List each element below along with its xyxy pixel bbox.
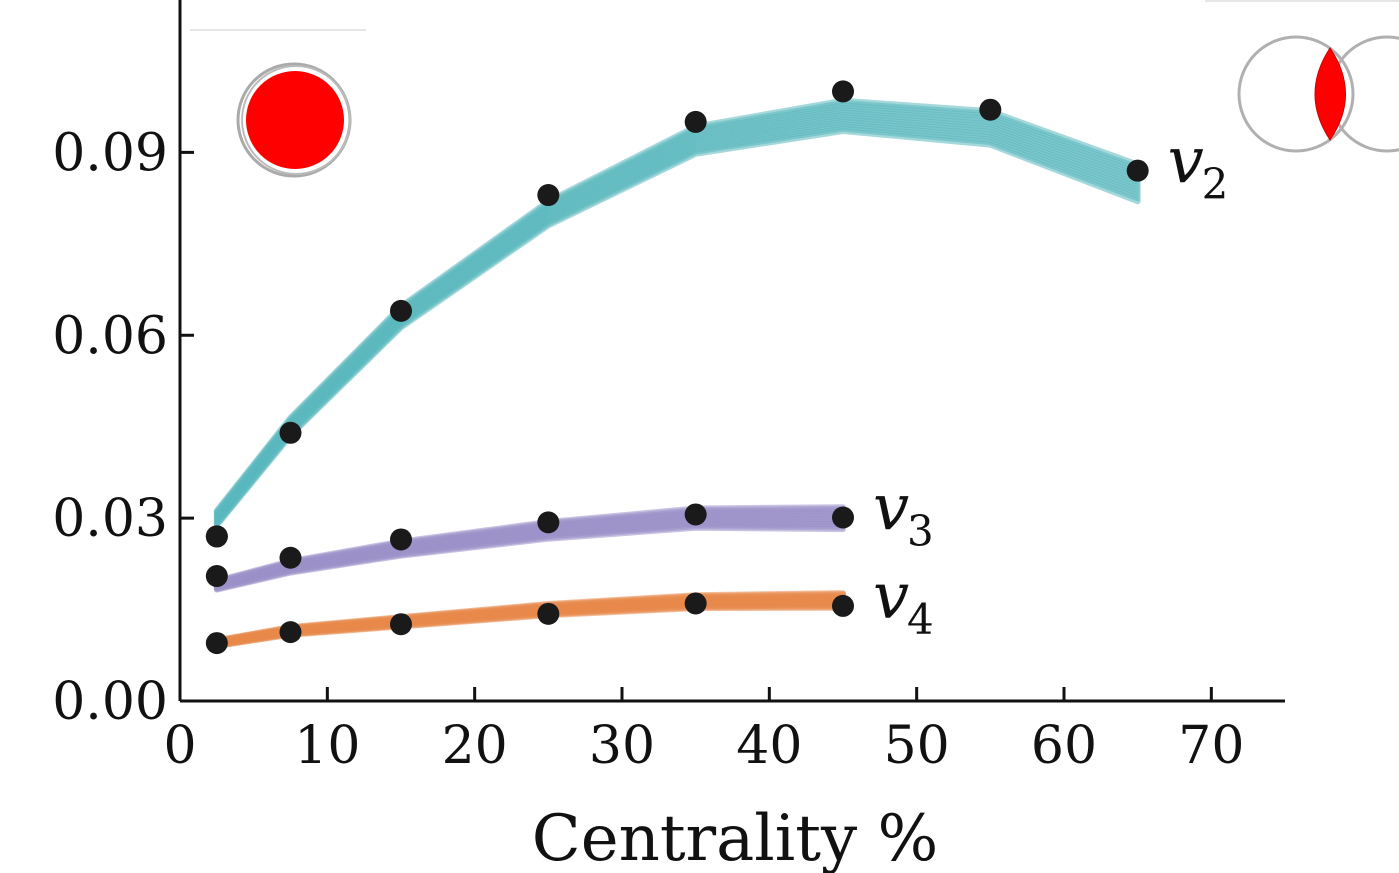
model-curve [213, 128, 1141, 529]
model-curve [213, 107, 1141, 519]
y-tick-label: 0.06 [52, 306, 168, 366]
model-curve [213, 504, 846, 584]
data-point [390, 299, 412, 322]
series-label-v4: v [873, 560, 909, 634]
model-curve [213, 116, 1141, 523]
model-bands [213, 97, 1141, 649]
model-curve [213, 121, 1141, 526]
data-point [390, 613, 412, 636]
x-tick-label: 60 [1031, 716, 1097, 776]
data-point [537, 511, 560, 534]
model-curve [213, 97, 1141, 514]
axes: 0 10 20 30 40 50 60 70 0.00 0.03 0.06 0.09 [52, 0, 1285, 776]
model-curve [213, 123, 1141, 527]
x-tick-label: 70 [1178, 716, 1244, 776]
x-tick-label: 30 [589, 716, 655, 776]
central-collision-inset [190, 29, 366, 178]
data-point [684, 592, 707, 615]
data-point [205, 525, 228, 548]
series-label-subscript: 2 [1202, 160, 1229, 209]
overlap-region [1314, 47, 1346, 141]
data-point [832, 506, 854, 529]
x-tick-label: 40 [736, 716, 802, 776]
data-point [832, 594, 854, 617]
data-point [1126, 159, 1149, 182]
peripheral-collision-inset [1205, 0, 1399, 153]
x-axis-title: Centrality % [532, 802, 939, 873]
nucleus-outline-left [1237, 35, 1355, 153]
y-tick-label: 0.03 [52, 489, 168, 549]
data-point [390, 528, 412, 551]
x-tick-label: 10 [294, 716, 360, 776]
model-curve [213, 102, 1141, 517]
model-band-v2 [213, 97, 1141, 529]
model-band-v4 [213, 590, 846, 649]
data-point [205, 632, 228, 655]
data-point [684, 503, 707, 526]
series-label-v3: v [873, 472, 909, 546]
data-points [205, 80, 1149, 655]
y-tick-label: 0.09 [52, 123, 168, 183]
model-curve [213, 111, 1141, 521]
y-tick-label: 0.00 [52, 672, 168, 732]
data-point [279, 621, 302, 644]
data-point [279, 546, 302, 569]
x-tick-label: 20 [442, 716, 508, 776]
data-point [684, 110, 707, 133]
data-point [979, 98, 1002, 121]
data-point [279, 421, 302, 444]
model-curve [213, 104, 1141, 518]
data-point [832, 80, 854, 103]
data-point [205, 565, 228, 588]
nucleus-outline-b [241, 65, 351, 175]
series-label-subscript: 3 [907, 507, 934, 556]
data-point [537, 602, 560, 625]
x-tick-label: 50 [884, 716, 950, 776]
model-curve [213, 118, 1141, 524]
data-point [537, 184, 560, 207]
model-band-v3 [213, 504, 846, 593]
x-tick-label: 0 [163, 716, 196, 776]
model-curve [213, 109, 1141, 520]
model-curve [213, 114, 1141, 522]
series-label-subscript: 4 [907, 595, 934, 644]
overlap-region [246, 71, 344, 169]
series-label-v2: v [1168, 125, 1204, 199]
model-curve [213, 590, 846, 644]
model-curve [213, 125, 1141, 528]
